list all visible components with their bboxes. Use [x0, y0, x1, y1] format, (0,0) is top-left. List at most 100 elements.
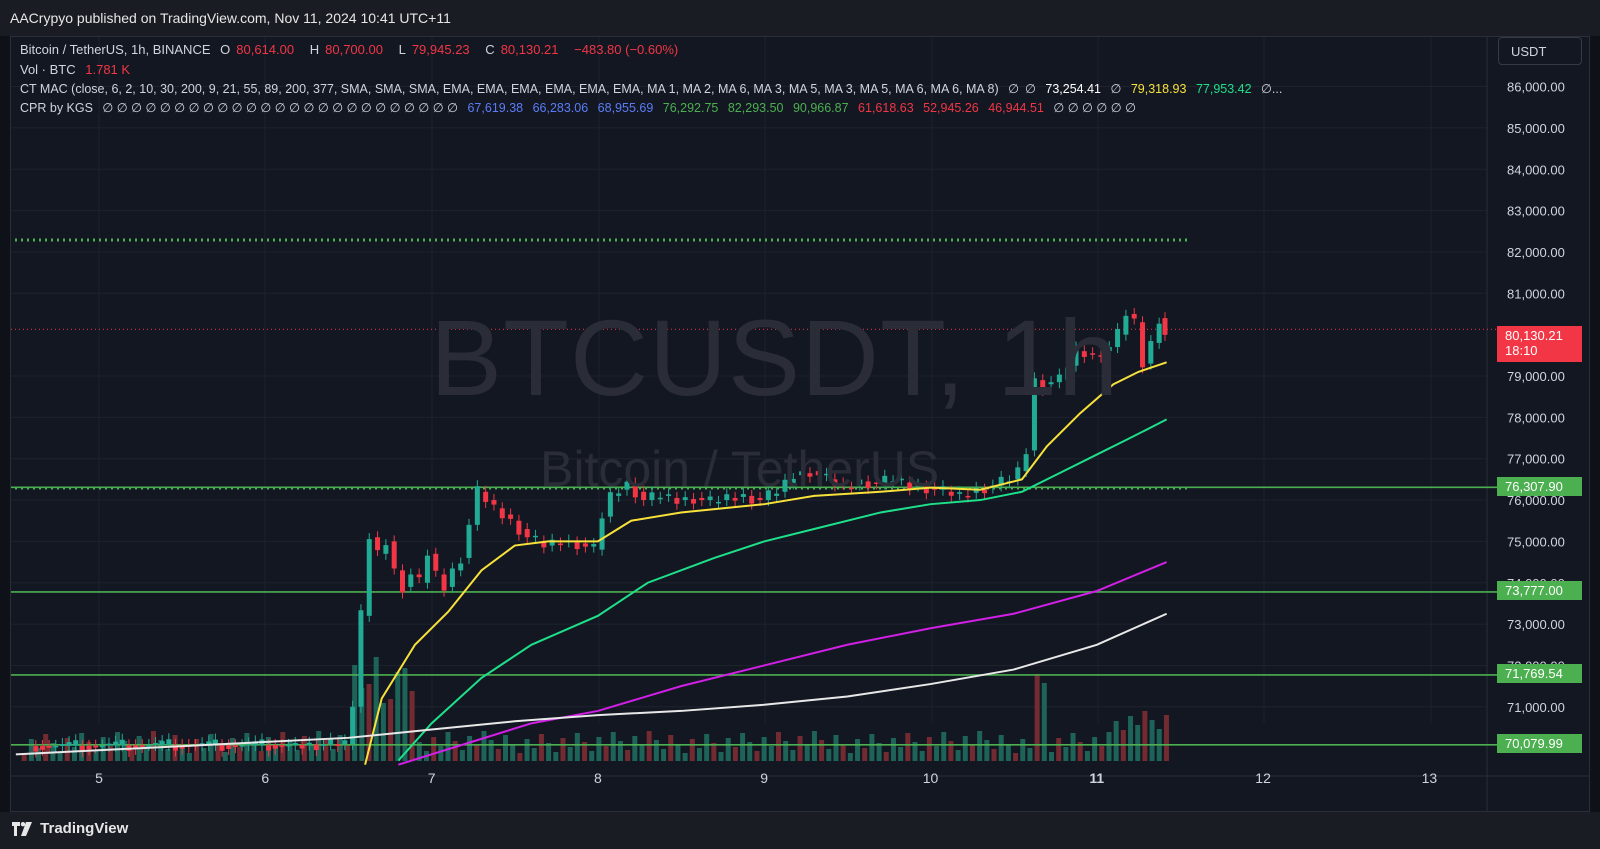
volume-bar — [64, 738, 70, 761]
volume-bar — [876, 743, 882, 761]
symbol-name[interactable]: Bitcoin / TetherUS, 1h, BINANCE — [20, 42, 211, 57]
volume-bar — [574, 733, 580, 761]
cpr-label[interactable]: CPR by KGS — [20, 101, 93, 115]
volume-bar — [912, 742, 918, 761]
volume-bar — [237, 747, 243, 761]
currency-button[interactable]: USDT — [1498, 37, 1582, 65]
symbol-legend[interactable]: Bitcoin / TetherUS, 1h, BINANCE O 80,614.… — [20, 42, 684, 57]
ctmac-label[interactable]: CT MAC (close, 6, 2, 10, 30, 200, 9, 21,… — [20, 82, 999, 96]
time-axis-label: 8 — [594, 770, 602, 786]
volume-bar — [926, 737, 932, 761]
volume-bar — [93, 751, 99, 761]
volume-bar — [840, 744, 846, 761]
volume-legend[interactable]: Vol · BTC 1.781 K — [20, 62, 136, 77]
candle-body — [66, 742, 72, 746]
publisher-bar: AACrypyo published on TradingView.com, N… — [0, 0, 1600, 36]
price-axis-label: 71,000.00 — [1507, 700, 1565, 715]
volume-bar — [150, 731, 156, 761]
volume-bar — [919, 751, 925, 761]
candle-body — [740, 494, 746, 497]
volume-bar — [366, 684, 372, 761]
price-axis-label: 75,000.00 — [1507, 534, 1565, 549]
volume-bar — [790, 750, 796, 761]
volume-bar — [582, 742, 588, 761]
volume-bar — [538, 734, 544, 761]
volume-bar — [215, 743, 221, 761]
volume-bar — [1027, 748, 1033, 761]
moving-average-line-4 — [15, 612, 1168, 756]
candle-body — [375, 537, 381, 551]
candle-body — [1031, 378, 1037, 451]
candle-body — [857, 479, 863, 485]
candle-body — [948, 491, 954, 496]
ctmac-legend[interactable]: CT MAC (close, 6, 2, 10, 30, 200, 9, 21,… — [20, 82, 1283, 96]
price-axis-label: 85,000.00 — [1507, 121, 1565, 136]
volume-bar — [1070, 733, 1076, 761]
tradingview-logo[interactable]: TradingView — [12, 820, 128, 837]
volume-bar — [603, 746, 609, 761]
volume-bar — [718, 752, 724, 761]
volume-bar — [1135, 725, 1141, 761]
high-value: H 80,700.00 — [309, 42, 383, 57]
volume-bar — [222, 752, 228, 761]
volume-bar — [811, 731, 817, 761]
price-axis-label: 84,000.00 — [1507, 162, 1565, 177]
candle-body — [882, 475, 888, 484]
candle-body — [915, 484, 921, 487]
volume-bar — [201, 748, 207, 761]
price-axis-label: 79,000.00 — [1507, 369, 1565, 384]
price-axis-label: 76,000.00 — [1507, 493, 1565, 508]
volume-label[interactable]: Vol · BTC — [20, 62, 76, 77]
volume-bar — [409, 691, 415, 761]
last-price-tag: 80,130.21 18:10 — [1497, 326, 1582, 362]
publisher-info: AACrypyo published on TradingView.com, N… — [10, 10, 451, 26]
candle-body — [441, 574, 447, 591]
candle-body — [306, 742, 312, 745]
volume-bar — [1128, 716, 1134, 761]
volume-bar — [344, 744, 350, 761]
candle-body — [383, 545, 389, 554]
candle-body — [624, 481, 630, 490]
candle-body — [1098, 355, 1104, 357]
volume-bar — [567, 747, 573, 761]
candle-body — [172, 744, 178, 751]
chart-pane[interactable]: 86,000.00 85,000.00 84,000.00 83,000.00 82,0… — [10, 36, 1590, 812]
candle-body — [865, 481, 871, 489]
candle-body — [474, 486, 480, 525]
volume-bar — [129, 750, 135, 761]
volume-bar — [969, 745, 975, 761]
volume-bar — [977, 731, 983, 761]
volume-bar — [309, 745, 315, 761]
brand-name: TradingView — [40, 820, 129, 837]
candle-body — [641, 491, 647, 501]
candle-body — [957, 492, 963, 494]
moving-average-line-1 — [364, 361, 1167, 765]
volume-bar — [43, 734, 49, 761]
candle-body — [133, 745, 139, 749]
volume-bar — [474, 745, 480, 761]
cpr-legend[interactable]: CPR by KGS ∅ ∅ ∅ ∅ ∅ ∅ ∅ ∅ ∅ ∅ ∅ ∅ ∅ ∅ ∅… — [20, 101, 1137, 115]
candle-body — [724, 494, 730, 501]
time-axis-label: 5 — [95, 770, 103, 786]
volume-bar — [301, 736, 307, 761]
candle-body — [599, 518, 605, 550]
price-chart[interactable]: 86,000.00 85,000.00 84,000.00 83,000.00 82,0… — [11, 37, 1589, 811]
candle-body — [416, 574, 422, 578]
candle-body — [732, 497, 738, 501]
candle-body — [1123, 315, 1129, 335]
candle-body — [799, 471, 805, 476]
volume-bar — [524, 739, 530, 761]
volume-bar — [768, 746, 774, 761]
candle-body — [1023, 454, 1029, 472]
volume-bar — [560, 738, 566, 761]
candle-body — [286, 744, 292, 747]
moving-average-line-2 — [397, 418, 1168, 762]
candle-body — [46, 745, 52, 748]
candle-body — [93, 745, 99, 748]
candle-body — [607, 492, 613, 517]
volume-bar — [294, 750, 300, 761]
candle-body — [965, 495, 971, 498]
volume-bar — [287, 741, 293, 761]
candle-body — [328, 738, 334, 745]
level-price-tag: 76,307.90 — [1497, 476, 1582, 496]
